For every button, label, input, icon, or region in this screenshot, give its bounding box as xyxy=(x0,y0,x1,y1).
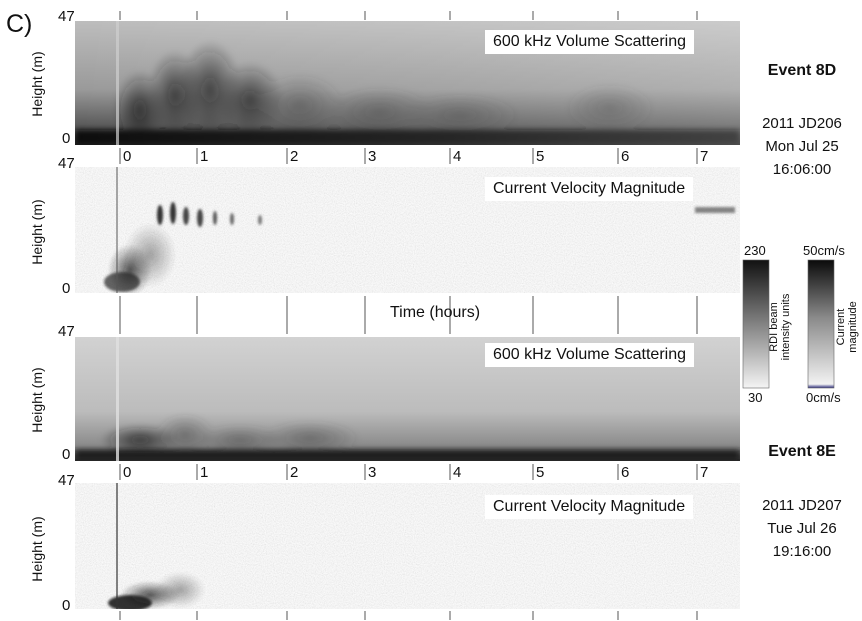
colorbar-label-line: Current xyxy=(835,308,847,346)
event-date: Mon Jul 25 xyxy=(765,138,839,155)
colorbar-label: RDI beam intensity units xyxy=(768,282,792,372)
intensity-colorbar xyxy=(742,259,770,389)
ytick-bottom: 0 xyxy=(62,280,71,297)
plot-title: Current Velocity Magnitude xyxy=(485,495,694,519)
colorbar-label: Current magnitude xyxy=(835,282,859,372)
colorbar-max: 230 xyxy=(744,243,766,258)
event-year-jd: 2011 JD206 xyxy=(762,115,842,132)
y-axis-label: Height (m) xyxy=(29,516,45,582)
colorbar-min: 30 xyxy=(748,390,763,405)
hour-tick-label: 4 xyxy=(453,464,462,481)
colorbar-label-line: intensity units xyxy=(780,293,792,361)
hour-tick-label: 7 xyxy=(700,464,709,481)
plot-title: Current Velocity Magnitude xyxy=(485,177,694,201)
event-info: 2011 JD206 Mon Jul 25 16:06:00 xyxy=(742,112,862,181)
hour-tick-label: 5 xyxy=(536,464,545,481)
ytick-top: 47 xyxy=(58,472,75,489)
colorbar-label-line: magnitude xyxy=(847,301,859,353)
hour-tick-label: 2 xyxy=(290,148,299,165)
hour-tick-label: 6 xyxy=(621,464,630,481)
event-time: 16:06:00 xyxy=(772,161,832,178)
panel-label: C) xyxy=(6,10,33,38)
plot-title: 600 kHz Volume Scattering xyxy=(485,343,694,367)
ytick-bottom: 0 xyxy=(62,597,71,614)
event-date: Tue Jul 26 xyxy=(767,520,837,537)
ytick-bottom: 0 xyxy=(62,130,71,147)
ytick-bottom: 0 xyxy=(62,446,71,463)
hour-tick-label: 7 xyxy=(700,148,709,165)
y-axis-label: Height (m) xyxy=(29,367,45,433)
hour-tick-label: 0 xyxy=(123,148,132,165)
colorbar-min: 0cm/s xyxy=(806,390,841,405)
hour-tick-label: 1 xyxy=(200,464,209,481)
event-title: Event 8D xyxy=(767,62,837,79)
event-time: 19:16:00 xyxy=(772,543,832,560)
ytick-top: 47 xyxy=(58,155,75,172)
y-axis-label: Height (m) xyxy=(29,51,45,117)
ytick-top: 47 xyxy=(58,8,75,25)
event-title: Event 8E xyxy=(768,443,836,460)
hour-tick-label: 2 xyxy=(290,464,299,481)
ytick-top: 47 xyxy=(58,323,75,340)
hour-tick-label: 4 xyxy=(453,148,462,165)
hour-tick-label: 5 xyxy=(536,148,545,165)
plot-title: 600 kHz Volume Scattering xyxy=(485,30,694,54)
hour-tick-label: 6 xyxy=(621,148,630,165)
hour-tick-marks xyxy=(119,11,698,620)
hour-tick-label: 3 xyxy=(368,464,377,481)
colorbar-label-line: RDI beam xyxy=(768,302,780,352)
event-year-jd: 2011 JD207 xyxy=(762,497,842,514)
y-axis-label: Height (m) xyxy=(29,199,45,265)
colorbar-max: 50cm/s xyxy=(803,243,845,258)
hour-tick-label: 3 xyxy=(368,148,377,165)
event-info: 2011 JD207 Tue Jul 26 19:16:00 xyxy=(742,494,862,563)
time-axis-label: Time (hours) xyxy=(389,304,481,321)
hour-tick-label: 0 xyxy=(123,464,132,481)
velocity-colorbar xyxy=(807,259,835,389)
hour-tick-label: 1 xyxy=(200,148,209,165)
